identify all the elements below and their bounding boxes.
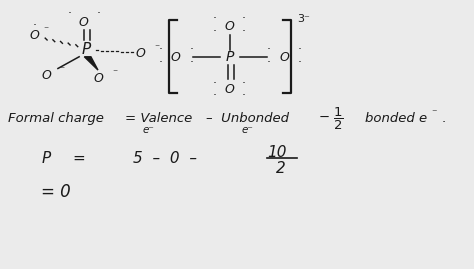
Text: 5  –  0  –: 5 – 0 –: [133, 151, 197, 166]
Text: ·: ·: [298, 56, 301, 69]
Text: ·: ·: [241, 12, 245, 25]
Text: ⁻: ⁻: [431, 109, 437, 119]
Text: O: O: [93, 72, 103, 85]
Text: 10: 10: [268, 145, 287, 160]
Text: .: .: [442, 112, 446, 125]
Text: ·: ·: [266, 43, 271, 56]
Text: ·: ·: [241, 77, 245, 90]
Text: ·: ·: [213, 25, 217, 38]
Text: ·: ·: [298, 43, 301, 56]
Text: =: =: [72, 151, 85, 166]
Text: e⁻: e⁻: [242, 125, 254, 135]
Text: ·: ·: [189, 43, 193, 56]
Text: e⁻: e⁻: [143, 125, 155, 135]
Text: ⁻: ⁻: [112, 68, 117, 78]
Text: O: O: [79, 16, 89, 29]
Text: O: O: [279, 51, 289, 64]
Text: = Valence: = Valence: [125, 112, 192, 125]
Text: O: O: [136, 47, 146, 60]
Text: ·: ·: [266, 56, 271, 69]
Text: bonded e: bonded e: [365, 112, 427, 125]
Text: ·: ·: [158, 56, 162, 69]
Text: P: P: [41, 151, 51, 166]
Text: ·: ·: [158, 43, 162, 56]
Text: O: O: [41, 69, 51, 82]
Text: 2: 2: [276, 161, 285, 176]
Text: ⁻: ⁻: [44, 26, 49, 36]
Polygon shape: [84, 57, 98, 70]
Text: ·: ·: [189, 56, 193, 69]
Text: O: O: [171, 51, 181, 64]
Text: ·: ·: [241, 25, 245, 38]
Text: O: O: [225, 20, 235, 33]
Text: ·: ·: [67, 7, 71, 20]
Text: P: P: [82, 42, 91, 57]
Text: = 0: = 0: [41, 183, 71, 201]
Text: ⁻: ⁻: [155, 43, 159, 53]
Text: P: P: [226, 50, 234, 64]
Text: ·: ·: [213, 89, 217, 102]
Text: ⁻: ⁻: [59, 65, 64, 75]
Text: 3⁻: 3⁻: [297, 14, 310, 24]
Text: Formal charge: Formal charge: [9, 112, 104, 125]
Text: ·: ·: [32, 19, 36, 32]
Text: ·: ·: [97, 7, 100, 20]
Text: –  Unbonded: – Unbonded: [206, 112, 289, 125]
Text: O: O: [29, 30, 39, 43]
Text: O: O: [225, 83, 235, 96]
Text: ·: ·: [213, 77, 217, 90]
Text: ·: ·: [213, 12, 217, 25]
Text: ·: ·: [241, 89, 245, 102]
Text: $-\ \dfrac{1}{2}$: $-\ \dfrac{1}{2}$: [318, 105, 344, 132]
